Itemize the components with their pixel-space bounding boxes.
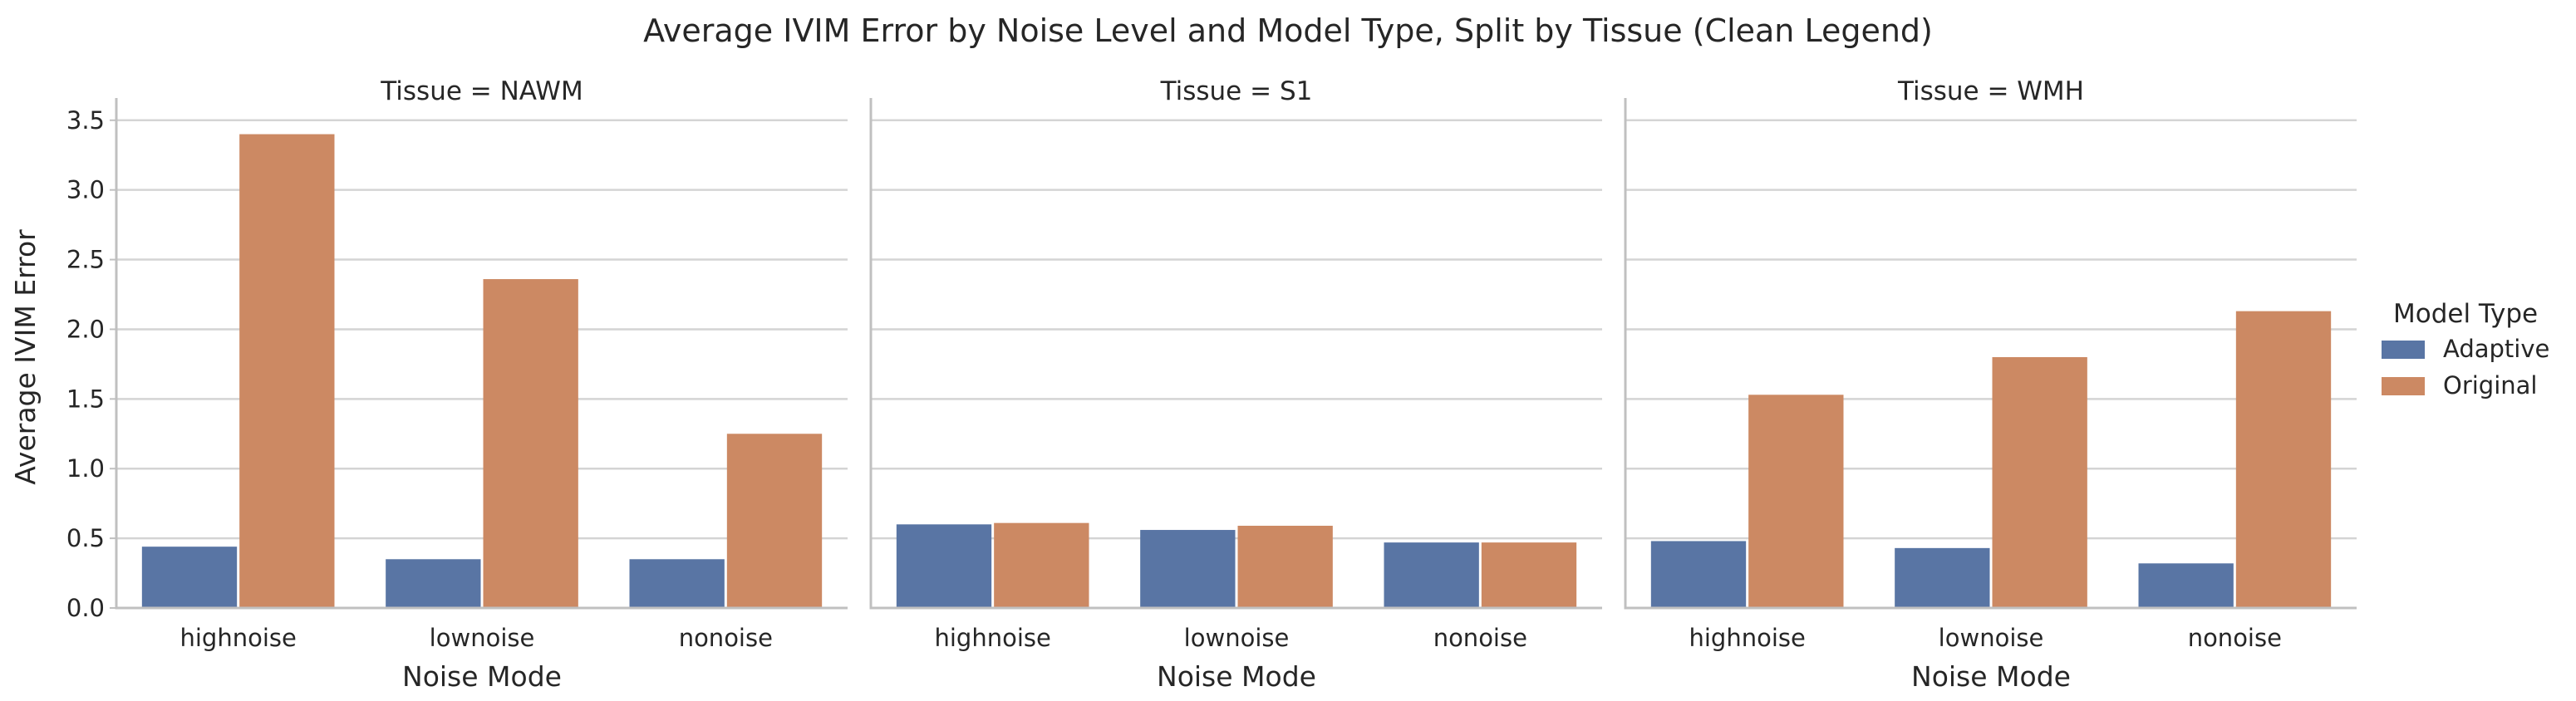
y-tick-label: 1.0 xyxy=(66,454,105,483)
bar-adaptive-highnoise xyxy=(1650,541,1747,608)
facet-panel: highnoise lownoise nonoise 0.0 0.5 1.0 1.5 2.0 2… xyxy=(66,76,848,693)
facet-panel: highnoise lownoise nonoise Tissue = S1 Noise… xyxy=(869,76,1602,693)
bar-original-lownoise xyxy=(1992,357,2087,608)
bar-adaptive-lownoise xyxy=(1895,547,1990,608)
x-tick-label: highnoise xyxy=(934,624,1050,652)
chart-title: Average IVIM Error by Noise Level and Mo… xyxy=(643,12,1933,49)
legend-swatch-original xyxy=(2382,377,2425,395)
x-axis-label: Noise Mode xyxy=(1157,660,1316,693)
x-tick-label: highnoise xyxy=(1689,624,1805,652)
x-tick-label: highnoise xyxy=(179,624,296,652)
y-axis-label: Average IVIM Error xyxy=(9,229,42,485)
y-tick-label: 1.5 xyxy=(66,385,105,413)
bar-adaptive-lownoise xyxy=(386,559,481,608)
y-tick-label: 3.5 xyxy=(66,106,105,135)
x-tick-label: lownoise xyxy=(1939,624,2044,652)
facet-panels: highnoise lownoise nonoise 0.0 0.5 1.0 1.5 2.0 2… xyxy=(66,76,2357,693)
legend-title: Model Type xyxy=(2393,299,2538,329)
bar-original-nonoise xyxy=(726,434,823,608)
bar-original-nonoise xyxy=(1481,542,1577,608)
x-tick-label: nonoise xyxy=(679,624,773,652)
facet-title: Tissue = WMH xyxy=(1897,76,2084,106)
bar-original-nonoise xyxy=(2235,311,2332,608)
axis-spine xyxy=(1624,98,2357,610)
bar-original-lownoise xyxy=(483,279,578,608)
x-tick-label: lownoise xyxy=(430,624,535,652)
legend-label-adaptive: Adaptive xyxy=(2443,335,2549,363)
bar-original-highnoise xyxy=(994,522,1089,608)
x-tick-label: nonoise xyxy=(2188,624,2282,652)
facet-title: Tissue = S1 xyxy=(1160,76,1313,106)
legend-label-original: Original xyxy=(2443,371,2537,400)
x-axis-label: Noise Mode xyxy=(402,660,562,693)
facet-panel: highnoise lownoise nonoise Tissue = WMH Nois… xyxy=(1624,76,2357,693)
x-tick-label: lownoise xyxy=(1184,624,1290,652)
y-tick-label: 0.0 xyxy=(66,594,105,622)
bar-original-highnoise xyxy=(1748,395,1844,608)
axis-spine xyxy=(869,98,1602,610)
bar-adaptive-highnoise xyxy=(896,524,992,608)
bar-adaptive-highnoise xyxy=(141,547,238,608)
y-tick-label: 2.0 xyxy=(66,315,105,343)
bar-adaptive-nonoise xyxy=(629,559,725,608)
bar-original-highnoise xyxy=(239,134,335,609)
bar-original-lownoise xyxy=(1237,526,1333,608)
legend: Model Type Adaptive Original xyxy=(2382,299,2549,400)
bar-adaptive-lownoise xyxy=(1140,530,1236,608)
y-tick-label: 2.5 xyxy=(66,246,105,274)
y-tick-label: 0.5 xyxy=(66,524,105,552)
legend-swatch-adaptive xyxy=(2382,341,2425,359)
y-tick-label: 3.0 xyxy=(66,176,105,204)
x-axis-label: Noise Mode xyxy=(1911,660,2071,693)
bar-adaptive-nonoise xyxy=(2138,563,2234,608)
x-tick-label: nonoise xyxy=(1433,624,1527,652)
bar-adaptive-nonoise xyxy=(1384,542,1479,608)
facet-title: Tissue = NAWM xyxy=(380,76,583,106)
